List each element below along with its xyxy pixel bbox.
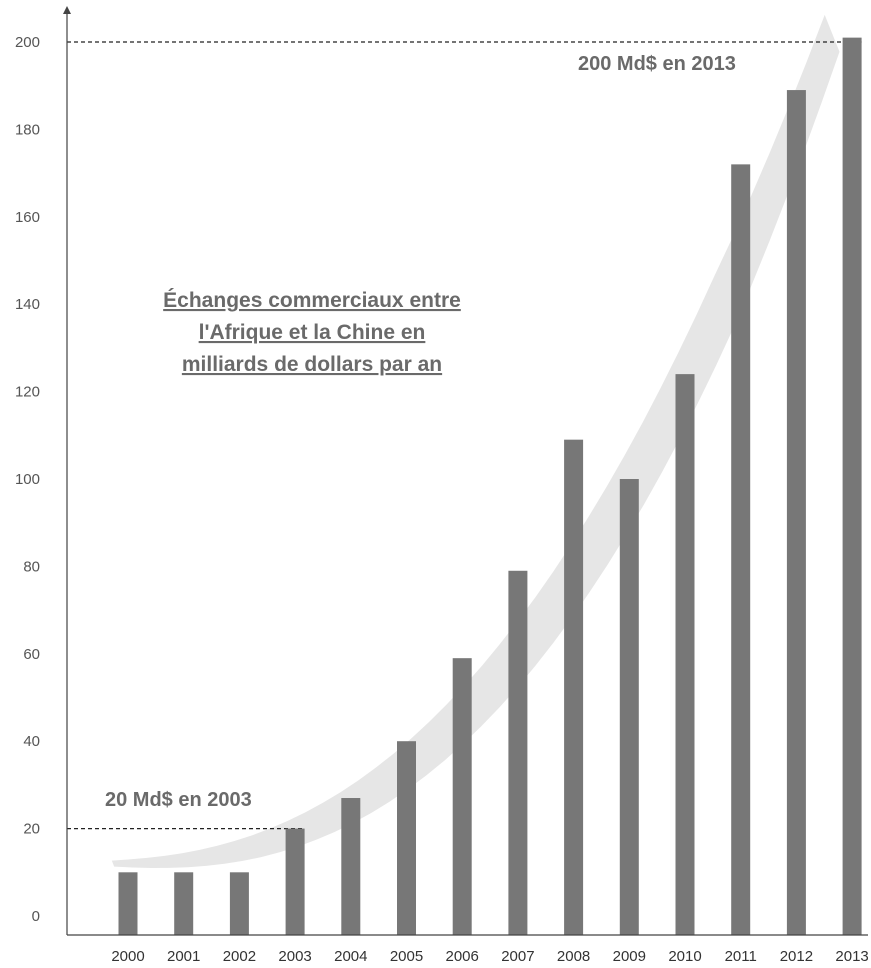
bar-2012 — [786, 90, 806, 935]
bar-2011 — [731, 164, 751, 936]
x-tick-label: 2005 — [390, 948, 423, 965]
y-tick-label: 60 — [23, 646, 40, 663]
y-axis-arrow-icon — [63, 6, 71, 14]
chart-title-line-3: milliards de dollars par an — [182, 353, 442, 376]
annotation-2013: 200 Md$ en 2013 — [578, 53, 736, 75]
bar-2003 — [285, 828, 305, 935]
bar-2006 — [452, 658, 472, 935]
annotation-2003: 20 Md$ en 2003 — [105, 789, 252, 811]
bar-2013 — [842, 37, 862, 935]
bar-2005 — [397, 741, 416, 935]
y-tick-label: 100 — [15, 471, 40, 488]
bar-2007 — [508, 570, 528, 935]
bar-2004 — [341, 798, 361, 935]
x-tick-label: 2012 — [780, 948, 813, 965]
chart-title-line-2: l'Afrique et la Chine en — [199, 321, 426, 344]
x-tick-label: 2007 — [501, 948, 534, 965]
bars — [118, 37, 862, 936]
bar-2010 — [675, 374, 695, 935]
x-tick-label: 2004 — [334, 948, 367, 965]
bar-2001 — [174, 872, 194, 935]
x-tick-label: 2013 — [835, 948, 868, 965]
y-tick-label: 160 — [15, 209, 40, 226]
x-tick-label: 2006 — [446, 948, 479, 965]
x-tick-label: 2011 — [725, 948, 757, 965]
chart-title-line-1: Échanges commerciaux entre — [163, 289, 461, 312]
x-tick-label: 2002 — [223, 948, 256, 965]
y-ticks: 0 20 40 60 80 100 120 140 160 180 200 — [15, 34, 40, 925]
bar-2002 — [229, 872, 249, 935]
y-tick-label: 40 — [23, 733, 40, 750]
y-tick-label: 200 — [15, 34, 40, 51]
bar-2009 — [619, 479, 639, 935]
x-ticks: 2000 2001 2002 2003 2004 2005 2006 2007 2008 2009… — [111, 948, 868, 965]
x-tick-label: 2009 — [613, 948, 646, 965]
y-tick-label: 0 — [32, 908, 40, 925]
bar-2008 — [564, 439, 584, 935]
trend-arrow — [111, 14, 840, 868]
y-tick-label: 20 — [23, 821, 40, 838]
y-tick-label: 140 — [15, 296, 40, 313]
x-tick-label: 2008 — [557, 948, 590, 965]
x-tick-label: 2001 — [167, 948, 200, 965]
x-tick-label: 2003 — [278, 948, 311, 965]
x-tick-label: 2010 — [668, 948, 701, 965]
y-tick-label: 80 — [23, 558, 40, 575]
reference-lines — [67, 41, 862, 830]
y-tick-label: 120 — [15, 384, 40, 401]
chart-title: Échanges commerciaux entre l'Afrique et … — [163, 289, 461, 376]
bar-2000 — [118, 872, 138, 935]
x-tick-label: 2000 — [111, 948, 144, 965]
y-tick-label: 180 — [15, 121, 40, 138]
